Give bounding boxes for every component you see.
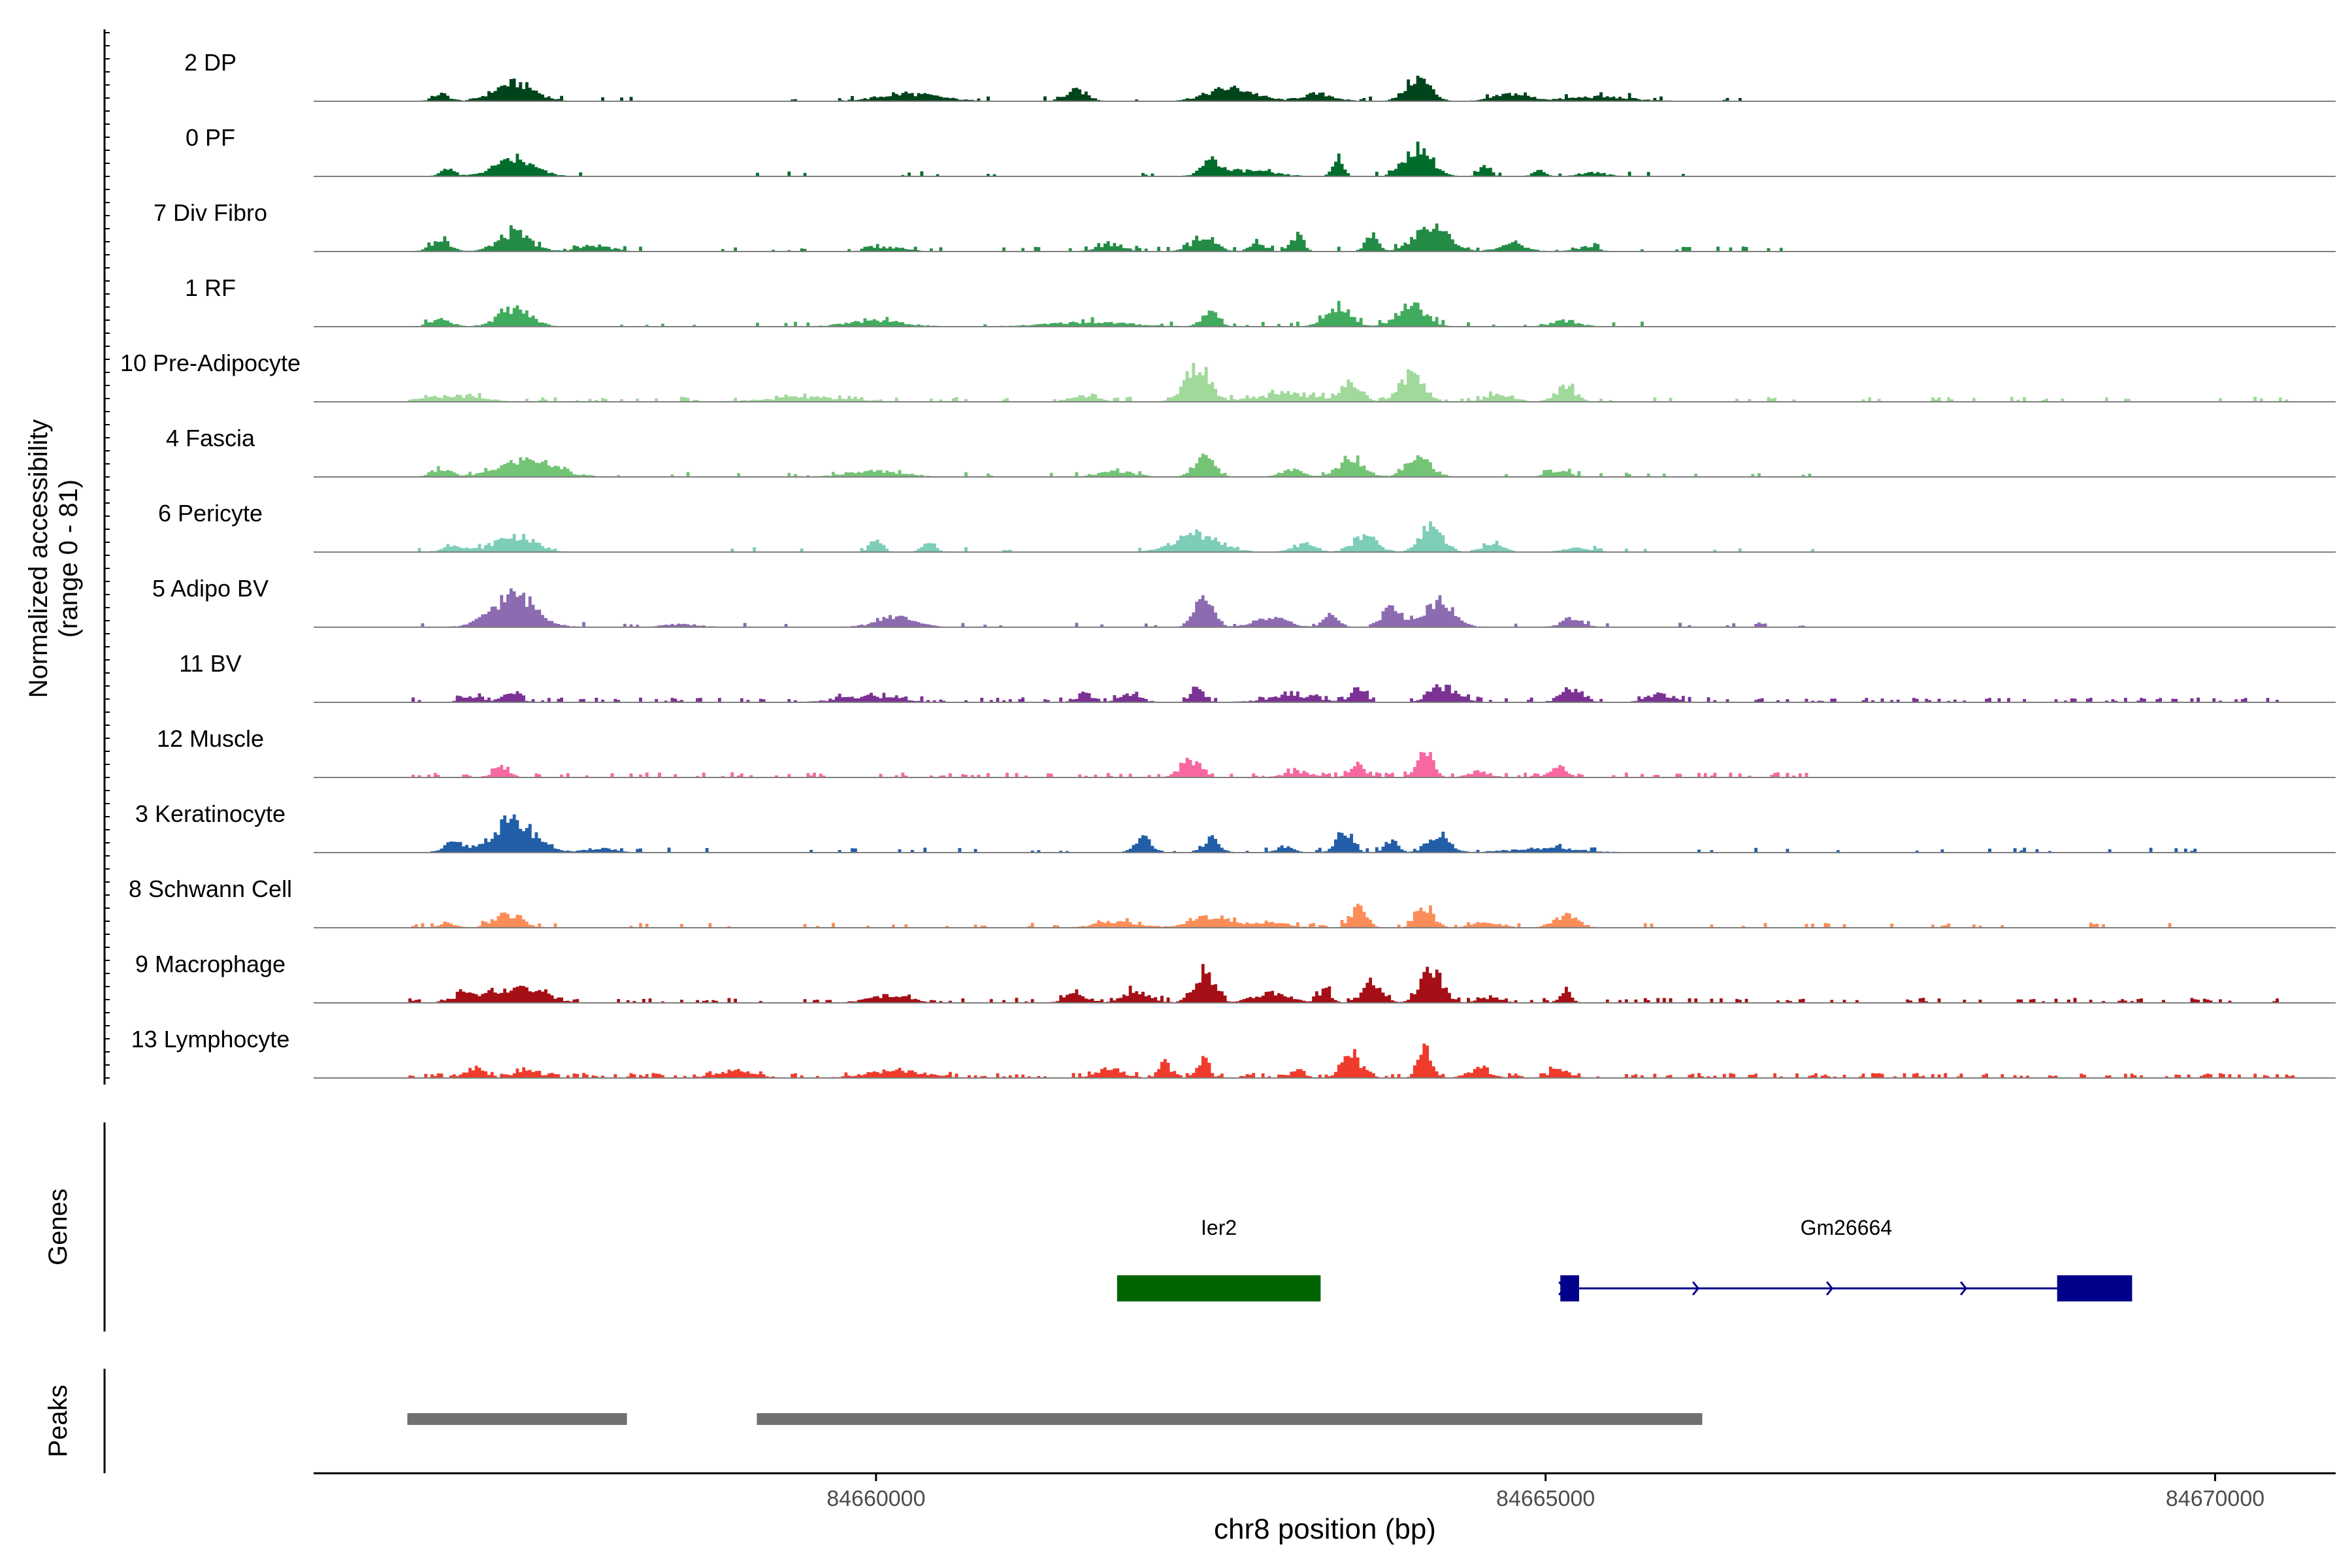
genes-panel-label: Genes: [44, 1188, 73, 1266]
coverage-area: [314, 814, 2336, 853]
track-label: 4 Fascia: [166, 425, 255, 451]
gene-name-label: Ier2: [1201, 1216, 1237, 1239]
track-11: 8 Schwann Cell: [129, 875, 2336, 928]
coverage-area: [314, 1043, 2336, 1078]
coverage-tracks: 2 DP 0 PF 7 Div Fibro 1 RF 10 Pre-Adipocyte 4…: [120, 49, 2336, 1079]
coverage-area: [314, 75, 2336, 101]
coverage-area: [314, 588, 2336, 627]
track-label: 2 DP: [184, 49, 237, 76]
gene-name-label: Gm26664: [1801, 1216, 1893, 1239]
coverage-panel: Normalized accessibility (range 0 - 81) …: [24, 29, 2336, 1085]
gene-exon: [2057, 1275, 2132, 1301]
x-tick-label: 84670000: [2166, 1486, 2264, 1511]
coverage-area: [314, 301, 2336, 327]
track-label: 13 Lymphocyte: [131, 1026, 290, 1053]
coverage-area: [314, 751, 2336, 777]
coverage-area: [314, 453, 2336, 477]
gene-exon: [1117, 1275, 1321, 1301]
peak-region: [757, 1413, 1703, 1425]
x-axis-ticks: 84660000 84665000 84670000: [826, 1473, 2264, 1511]
track-label: 12 Muscle: [157, 725, 264, 752]
coverage-area: [314, 521, 2336, 552]
track-3: 1 RF: [185, 274, 2336, 327]
coverage-y-axis-title: Normalized accessibility: [24, 419, 53, 698]
track-8: 11 BV: [179, 650, 2336, 703]
strand-arrow: [1692, 1281, 1700, 1296]
coverage-area: [314, 964, 2336, 1003]
gene-exon: [1560, 1275, 1579, 1301]
track-2: 7 Div Fibro: [154, 199, 2336, 252]
peaks-panel-label: Peaks: [44, 1384, 73, 1457]
gene-0: Ier2: [1117, 1216, 1321, 1301]
track-5: 4 Fascia: [166, 425, 2336, 478]
track-7: 5 Adipo BV: [152, 575, 2336, 628]
track-label: 6 Pericyte: [158, 500, 263, 527]
peak-region: [407, 1413, 627, 1425]
strand-arrow: [1959, 1281, 1968, 1296]
track-label: 8 Schwann Cell: [129, 875, 292, 902]
track-label: 5 Adipo BV: [152, 575, 269, 602]
track-9: 12 Muscle: [157, 725, 2336, 778]
track-1: 0 PF: [186, 124, 2336, 177]
coverage-area: [314, 684, 2336, 702]
genes-panel: Genes Ier2 Gm26664: [44, 1122, 2132, 1331]
coverage-area: [314, 223, 2336, 252]
x-axis-title: chr8 position (bp): [1214, 1513, 1436, 1545]
track-10: 3 Keratinocyte: [135, 800, 2336, 853]
track-label: 9 Macrophage: [135, 951, 286, 977]
x-axis: 84660000 84665000 84670000 chr8 position (…: [314, 1472, 2336, 1545]
coverage-y-axis-range: (range 0 - 81): [54, 480, 83, 638]
track-label: 7 Div Fibro: [154, 199, 267, 226]
strand-arrow: [1826, 1281, 1834, 1296]
coverage-y-ticks: [105, 32, 110, 1079]
x-tick-label: 84665000: [1496, 1486, 1595, 1511]
track-label: 11 BV: [179, 650, 241, 677]
x-tick-label: 84660000: [826, 1486, 925, 1511]
track-0: 2 DP: [184, 49, 2336, 102]
track-label: 10 Pre-Adipocyte: [120, 350, 301, 376]
coverage-area: [314, 363, 2336, 402]
peak-regions: [407, 1413, 1703, 1425]
track-4: 10 Pre-Adipocyte: [120, 350, 2336, 402]
track-label: 1 RF: [185, 274, 236, 301]
coverage-area: [314, 141, 2336, 176]
coverage-area: [314, 904, 2336, 928]
track-12: 9 Macrophage: [135, 951, 2336, 1004]
track-label: 0 PF: [186, 124, 235, 151]
track-13: 13 Lymphocyte: [131, 1026, 2336, 1079]
gene-1: Gm26664: [1558, 1216, 2132, 1301]
track-label: 3 Keratinocyte: [135, 800, 286, 827]
track-6: 6 Pericyte: [158, 500, 2336, 553]
gene-models: Ier2 Gm26664: [1117, 1216, 2132, 1301]
peaks-panel: Peaks: [44, 1369, 1703, 1473]
